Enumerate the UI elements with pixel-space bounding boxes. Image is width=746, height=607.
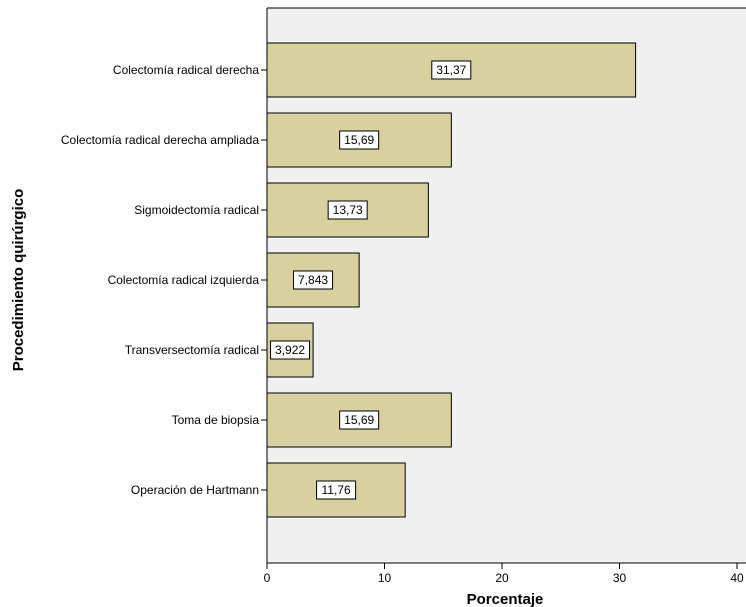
- data-label-box-3: [327, 200, 368, 220]
- data-label-1: 31,37: [436, 63, 466, 77]
- data-label-box-7: [316, 480, 357, 500]
- x-tick-label-2: 10: [378, 571, 392, 585]
- category-label-1: Colectomía radical derecha: [113, 63, 259, 77]
- data-label-7: 11,76: [322, 483, 351, 497]
- category-label-3: Sigmoidectomía radical: [134, 203, 259, 217]
- data-label-5: 3,922: [275, 343, 305, 357]
- y-axis-title: Procedimiento quirúrgico: [10, 189, 27, 372]
- category-label-6: Toma de biopsia: [172, 413, 260, 427]
- x-axis-title: Porcentaje: [467, 591, 544, 607]
- data-label-box-2: [339, 130, 380, 150]
- axes-group: Colectomía radical derecha Colectomía rad…: [61, 7, 746, 585]
- data-label-3: 13,73: [333, 203, 363, 217]
- data-label-box-1: [431, 60, 472, 80]
- category-label-5: Transversectomía radical: [125, 343, 259, 357]
- x-tick-label-1: 0: [264, 571, 271, 585]
- x-tick-label-3: 20: [495, 571, 509, 585]
- data-label-6: 15,69: [344, 413, 374, 427]
- category-label-7: Operación de Hartmann: [131, 483, 259, 497]
- bars-group: 31,37 15,69 13,73 7,843 3,922 15,69 11,76: [266, 42, 637, 518]
- data-label-2: 15,69: [344, 133, 374, 147]
- category-label-2: Colectomía radical derecha ampliada: [61, 133, 259, 147]
- data-label-box-5: [270, 340, 311, 360]
- x-tick-label-4: 30: [613, 571, 627, 585]
- x-tick-label-5: 40: [730, 571, 744, 585]
- data-label-box-6: [339, 410, 380, 430]
- data-label-box-4: [293, 270, 334, 290]
- category-label-4: Colectomía radical izquierda: [108, 273, 260, 287]
- data-label-4: 7,843: [298, 273, 328, 287]
